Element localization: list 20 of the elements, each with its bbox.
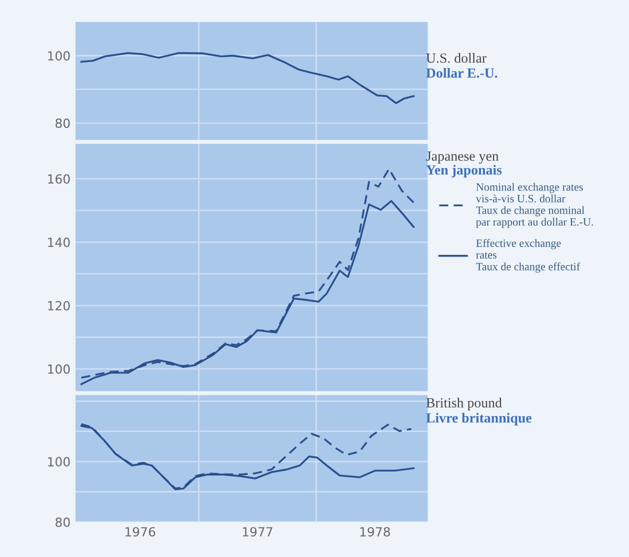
text: Japanese yen [426, 152, 499, 164]
line-series [80, 52, 415, 104]
y-tick-label: 100 [48, 364, 70, 374]
x-tick-label: 1978 [360, 527, 390, 537]
y-tick-label: 160 [48, 174, 70, 184]
x-tick-label: 1976 [126, 527, 156, 537]
legend-label: Nominal exchange rates vis-à-vis U.S. dollar Taux de change nominal par rapport au dollar E.-U. [476, 182, 593, 228]
y-tick-label: 100 [48, 457, 70, 467]
y-tick-label: 80 [56, 517, 70, 527]
y-tick-label: 100 [48, 51, 70, 61]
text: Yen japonais [426, 164, 502, 178]
text: U.S. dollar [426, 53, 486, 63]
legend-label: Effective exchange rates Taux de change effectif [476, 239, 580, 273]
text: Dollar E.-U. [426, 68, 498, 78]
y-tick-label: 80 [56, 118, 70, 128]
y-tick-label: 120 [48, 301, 70, 310]
text: British pound [426, 398, 502, 410]
x-tick-label: 1977 [242, 527, 272, 537]
y-tick-label: 140 [48, 238, 70, 248]
text: Livre britannique [426, 412, 532, 426]
